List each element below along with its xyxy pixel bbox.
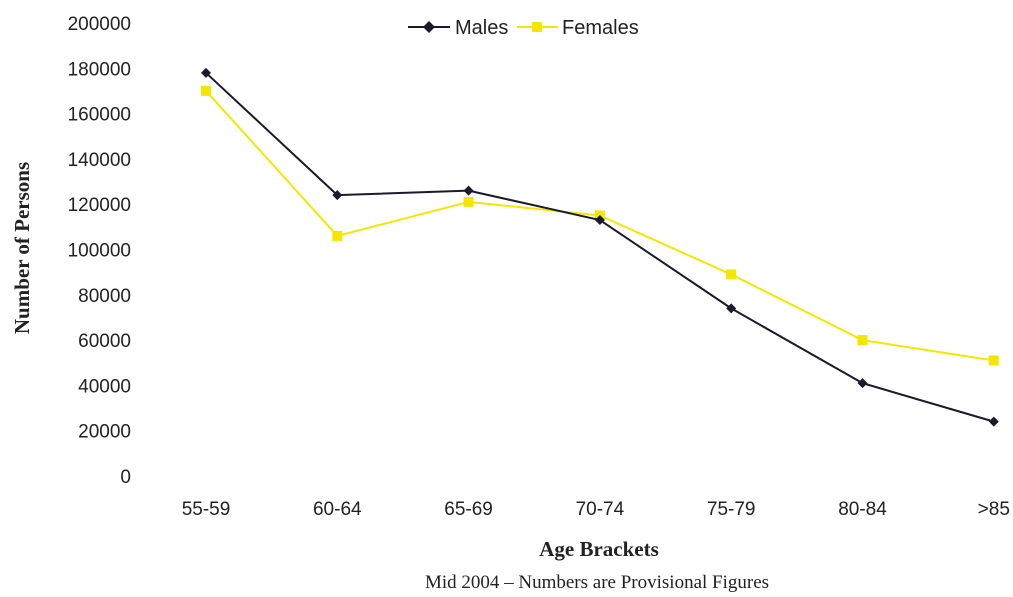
y-tick-label: 120000 bbox=[68, 195, 131, 216]
y-tick-label: 180000 bbox=[68, 59, 131, 80]
x-tick-label: >85 bbox=[978, 499, 1010, 520]
legend-label-females: Females bbox=[562, 17, 639, 39]
data-point-females bbox=[463, 196, 474, 207]
series-layer bbox=[201, 67, 999, 427]
data-point-females bbox=[857, 335, 868, 346]
y-tick-label: 0 bbox=[120, 467, 131, 488]
y-axis-ticks: 0 20000 40000 60000 80000 100000 120000 140000 1… bbox=[68, 14, 131, 488]
series-line-females bbox=[205, 90, 994, 362]
data-point-females bbox=[332, 230, 343, 241]
y-tick-label: 200000 bbox=[68, 14, 131, 35]
x-tick-label: 55-59 bbox=[182, 499, 231, 520]
legend: Males Females bbox=[408, 17, 639, 39]
data-point-males bbox=[988, 416, 999, 427]
legend-marker-males bbox=[423, 21, 435, 33]
data-point-males bbox=[332, 190, 343, 201]
series-line-males bbox=[205, 72, 995, 423]
legend-marker-females bbox=[532, 22, 542, 32]
x-tick-label: 70-74 bbox=[576, 499, 625, 520]
x-tick-label: 80-84 bbox=[838, 499, 887, 520]
x-tick-label: 75-79 bbox=[707, 499, 756, 520]
legend-label-males: Males bbox=[455, 17, 508, 39]
y-tick-label: 140000 bbox=[68, 150, 131, 171]
y-tick-label: 160000 bbox=[68, 105, 131, 126]
y-tick-label: 40000 bbox=[78, 376, 131, 397]
x-tick-label: 60-64 bbox=[313, 499, 362, 520]
chart-subtitle: Mid 2004 – Numbers are Provisional Figur… bbox=[425, 572, 769, 593]
data-point-males bbox=[726, 303, 737, 314]
y-tick-label: 60000 bbox=[78, 331, 131, 352]
data-point-males bbox=[857, 378, 868, 389]
data-point-males bbox=[463, 185, 474, 196]
data-point-females bbox=[726, 269, 737, 280]
y-axis-title: Number of Persons bbox=[10, 162, 34, 334]
x-axis-title: Age Brackets bbox=[539, 537, 659, 561]
data-point-females bbox=[201, 85, 211, 96]
y-tick-label: 20000 bbox=[78, 422, 131, 443]
y-tick-label: 80000 bbox=[78, 286, 131, 307]
data-point-males bbox=[594, 215, 605, 226]
x-tick-label: 65-69 bbox=[444, 499, 493, 520]
data-point-males bbox=[201, 67, 211, 78]
y-tick-label: 100000 bbox=[68, 241, 131, 262]
data-point-females bbox=[988, 355, 999, 366]
x-axis-ticks: 55-59 60-64 65-69 70-74 75-79 80-84 >85 bbox=[182, 499, 1010, 520]
